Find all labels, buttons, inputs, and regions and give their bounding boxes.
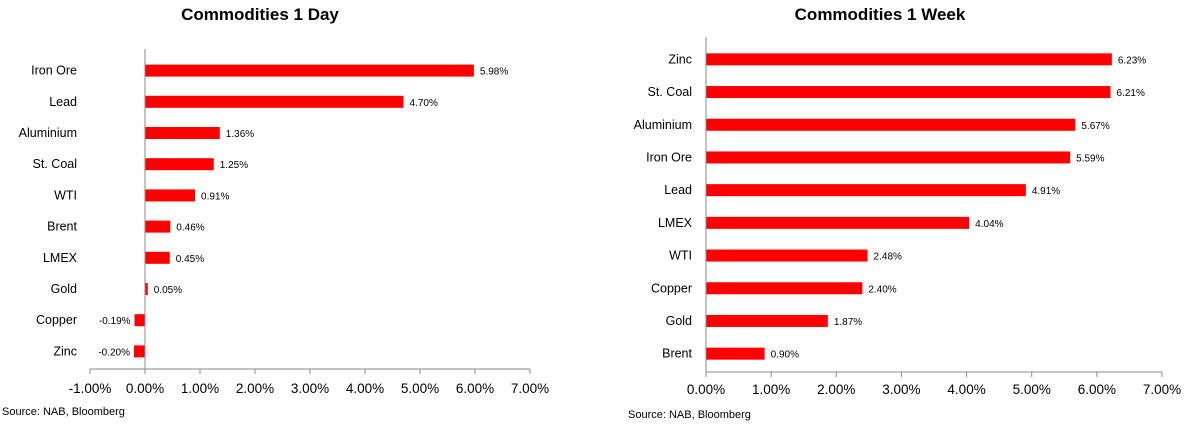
category-label: Copper (36, 313, 77, 327)
x-tick-label: 5.00% (1013, 382, 1051, 397)
data-label: 6.23% (1118, 55, 1146, 66)
bar-st-coal (145, 158, 214, 171)
chart-panel-1-week: Commodities 1 Week Zinc 6.23% St. Coal 6.21… (600, 0, 1194, 429)
x-tick-label: 6.00% (456, 381, 494, 396)
data-label: 4.91% (1032, 186, 1060, 197)
bar-lead (706, 184, 1026, 197)
bar-chart-1-week: Zinc 6.23% St. Coal 6.21% Aluminium 5.67% Iron… (634, 37, 1181, 397)
data-label: 0.05% (154, 285, 182, 296)
x-tick-label: 4.00% (346, 381, 384, 396)
category-label: Lead (664, 183, 692, 197)
bar-copper (706, 282, 863, 295)
data-label: 1.25% (220, 160, 248, 171)
chart-title: Commodities 1 Week (794, 5, 966, 24)
bar-gold (706, 314, 828, 327)
category-label: St. Coal (33, 157, 77, 171)
category-label: Gold (666, 314, 692, 328)
x-tick-label: 2.00% (817, 382, 855, 397)
bar-brent (145, 220, 171, 233)
data-label: 1.36% (226, 129, 254, 140)
category-label: Brent (47, 220, 77, 234)
category-label: LMEX (658, 216, 693, 230)
data-label: 0.91% (201, 191, 229, 202)
source-note: Source: NAB, Bloomberg (2, 406, 125, 418)
x-tick-label: 4.00% (947, 382, 985, 397)
data-label: 5.98% (480, 67, 508, 78)
data-label: 4.70% (410, 98, 438, 109)
category-label: Aluminium (19, 126, 77, 140)
bar-gold (145, 283, 148, 295)
bar-iron-ore (145, 64, 474, 77)
bar-brent (706, 347, 765, 360)
x-tick-label: -1.00% (69, 381, 112, 396)
x-tick-label: 1.00% (181, 381, 219, 396)
data-label: 0.45% (176, 254, 204, 265)
data-label: 1.87% (834, 317, 862, 328)
bar-zinc (134, 345, 145, 358)
category-label: Zinc (668, 52, 692, 66)
bar-lmex (706, 216, 970, 229)
data-label: -0.20% (98, 347, 130, 358)
source-note: Source: NAB, Bloomberg (628, 409, 751, 421)
x-tick-label: 0.00% (126, 381, 164, 396)
x-tick-label: 5.00% (401, 381, 439, 396)
bar-aluminium (145, 127, 220, 139)
data-label: 0.46% (176, 223, 204, 234)
data-label: 2.40% (868, 284, 896, 295)
bar-wti (706, 249, 868, 262)
category-label: St. Coal (648, 85, 692, 99)
category-label: Lead (49, 95, 77, 109)
bar-st-coal (706, 86, 1111, 99)
bar-zinc (706, 53, 1112, 66)
x-tick-label: 7.00% (1143, 382, 1181, 397)
data-label: 6.21% (1117, 88, 1145, 99)
data-label: -0.19% (99, 316, 131, 327)
bar-chart-1-day: Iron Ore 5.98% Lead 4.70% Aluminium 1.36% St. … (19, 49, 549, 396)
category-label: LMEX (43, 251, 78, 265)
data-label: 0.90% (771, 350, 799, 361)
x-tick-label: 6.00% (1078, 382, 1116, 397)
x-tick-label: 3.00% (882, 382, 920, 397)
bar-aluminium (706, 118, 1076, 131)
bar-iron-ore (706, 151, 1071, 164)
category-label: Iron Ore (646, 150, 692, 164)
bar-lmex (145, 251, 170, 264)
bar-wti (145, 189, 196, 202)
category-label: WTI (54, 188, 77, 202)
x-tick-label: 7.00% (511, 381, 549, 396)
data-label: 5.59% (1076, 153, 1104, 164)
x-tick-label: 1.00% (752, 382, 790, 397)
data-label: 4.04% (975, 219, 1003, 230)
category-label: Aluminium (634, 118, 692, 132)
bar-copper (134, 314, 145, 327)
x-tick-label: 0.00% (687, 382, 725, 397)
data-label: 2.48% (874, 252, 902, 263)
category-label: Zinc (53, 344, 77, 358)
category-label: Copper (651, 281, 692, 295)
bar-lead (145, 95, 404, 108)
category-label: Gold (51, 282, 77, 296)
x-tick-label: 2.00% (236, 381, 274, 396)
chart-title: Commodities 1 Day (181, 5, 339, 24)
chart-panel-1-day: Commodities 1 Day Iron Ore 5.98% Lead 4.70%… (0, 0, 590, 429)
category-label: Brent (662, 347, 692, 361)
data-label: 5.67% (1081, 121, 1109, 132)
x-tick-label: 3.00% (291, 381, 329, 396)
category-label: Iron Ore (31, 64, 77, 78)
category-label: WTI (669, 249, 692, 263)
